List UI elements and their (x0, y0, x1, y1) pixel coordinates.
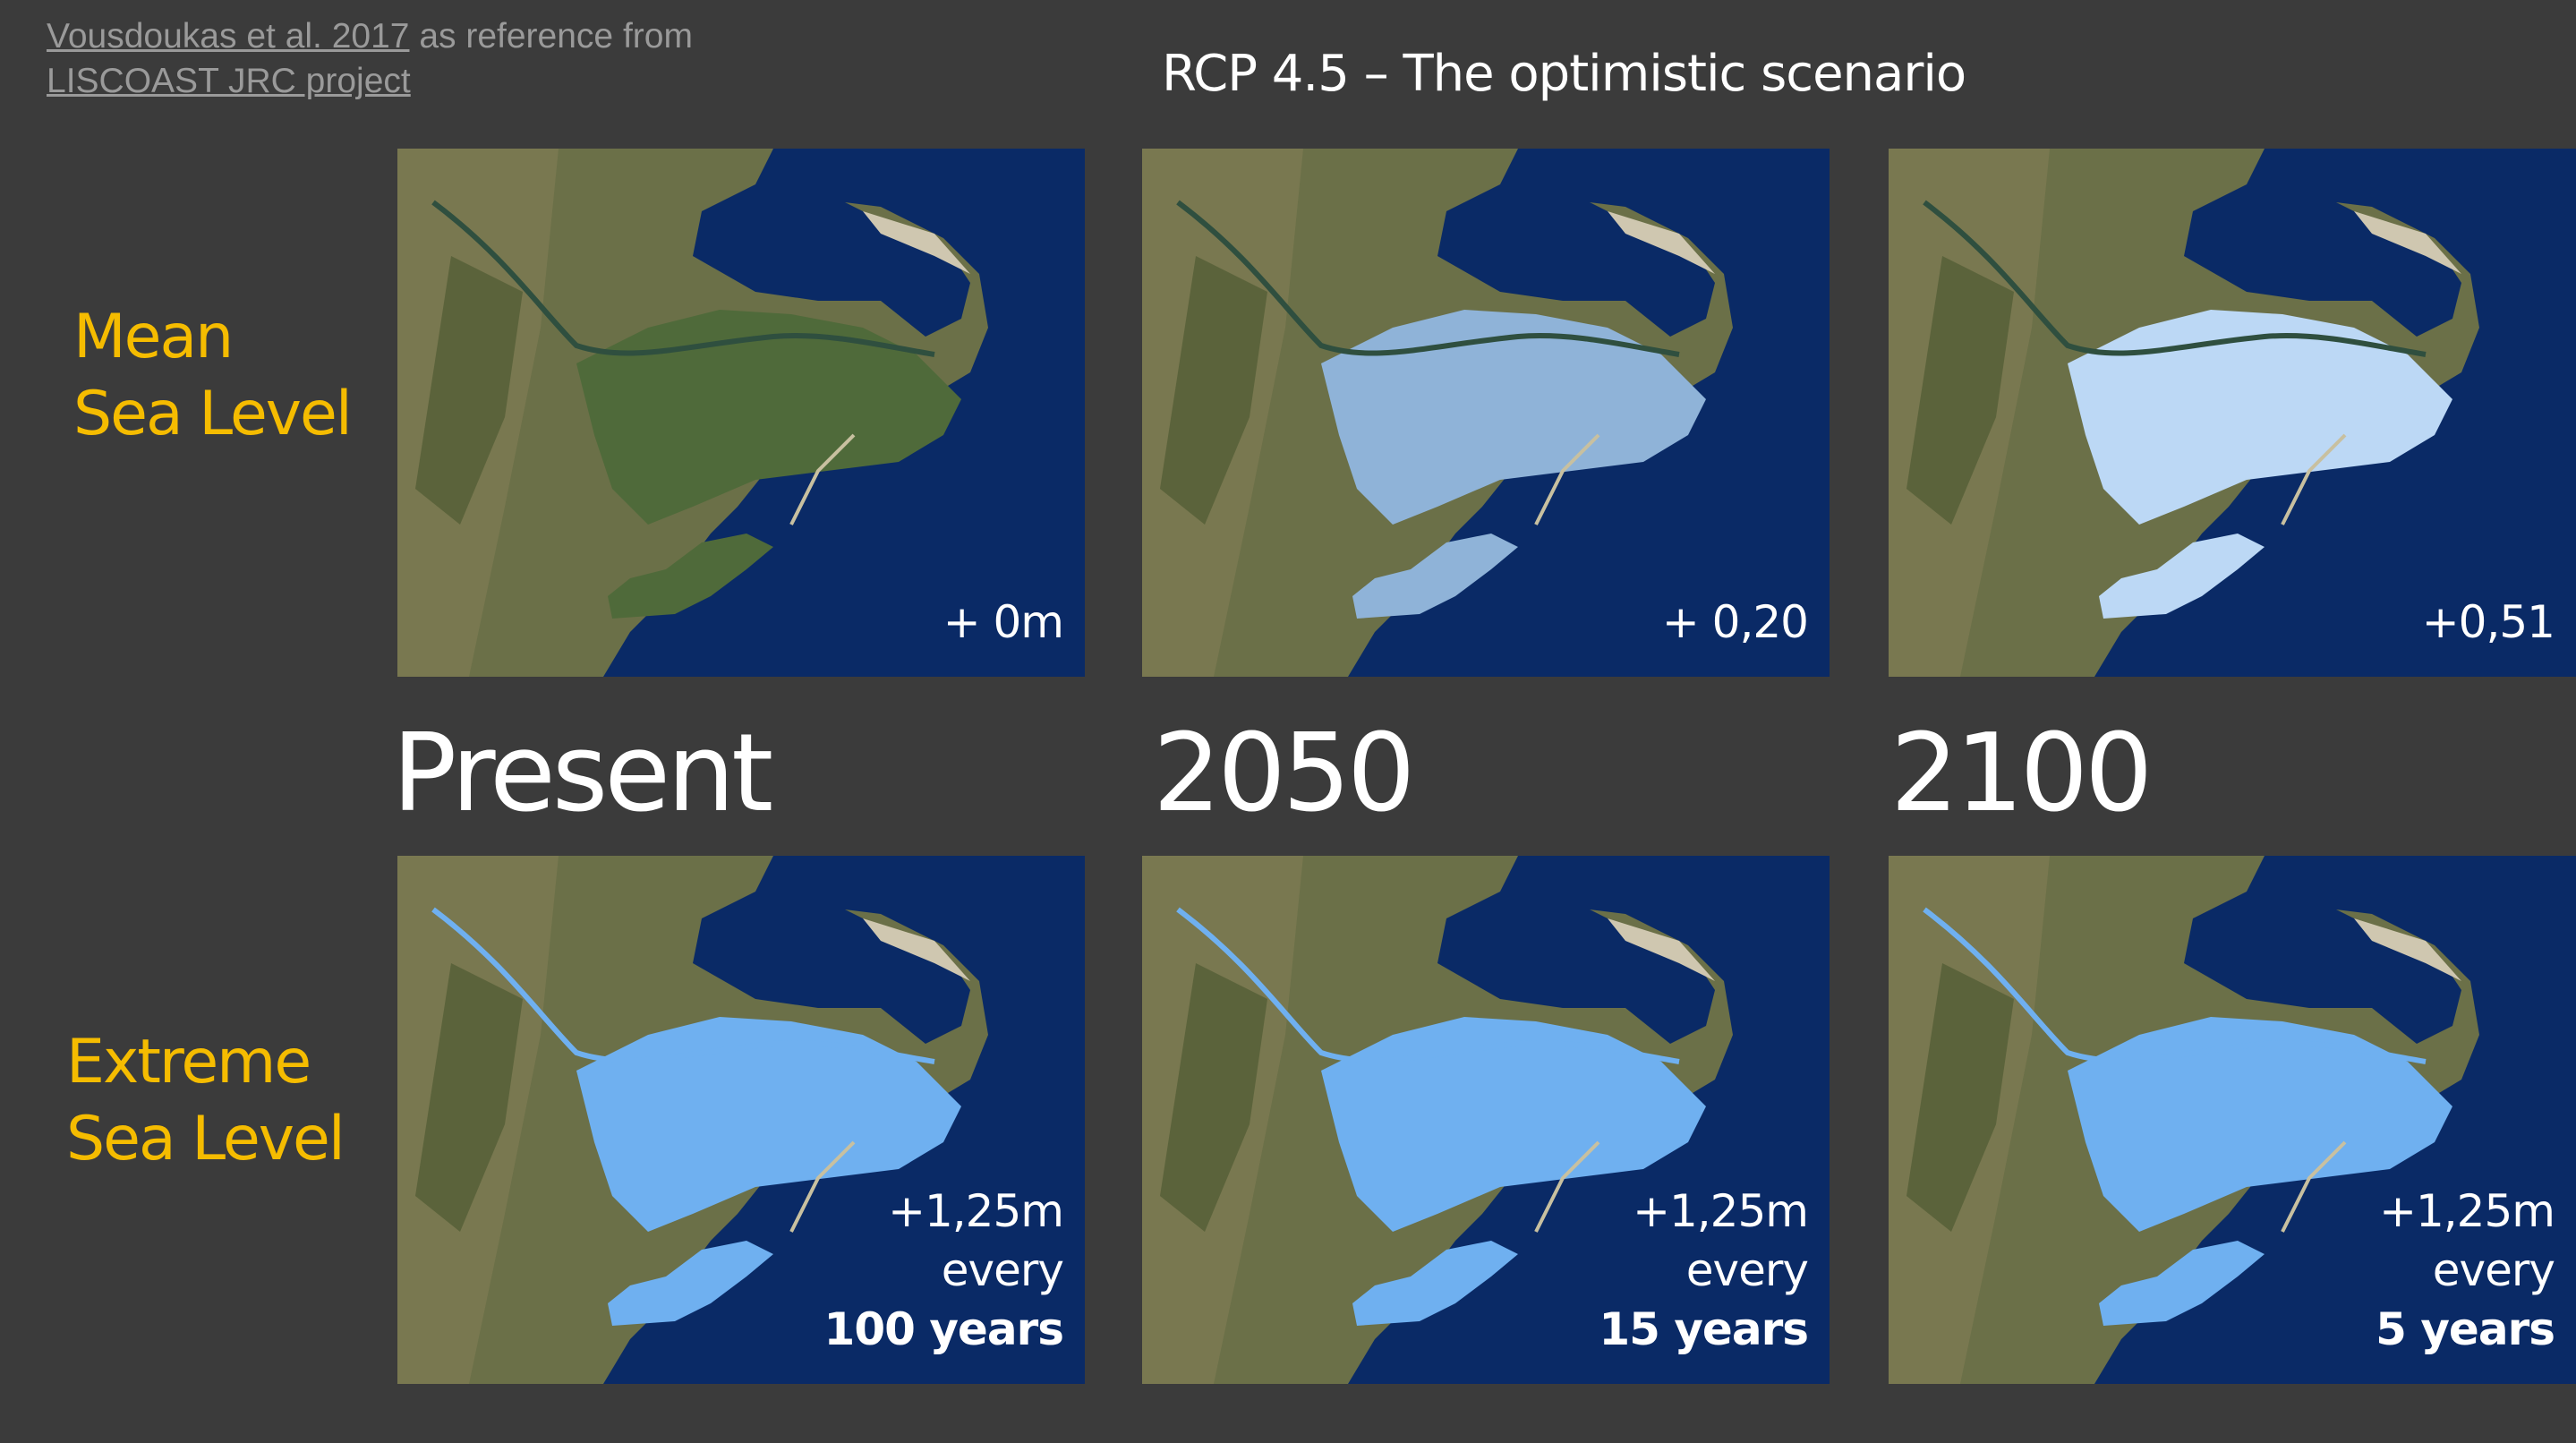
forest-area (415, 256, 523, 525)
page-title: RCP 4.5 – The optimistic scenario (1162, 45, 1966, 103)
column-label-2050: 2050 (1153, 712, 1415, 836)
extreme-level-label: +1,25m every 15 years (1599, 1182, 1809, 1359)
sea-level-value: + 0,20 (1661, 596, 1809, 648)
delta-area (2068, 1017, 2452, 1232)
extreme-frequency-word: every (941, 1244, 1064, 1296)
forest-area (1906, 256, 2014, 525)
southern-spit (2099, 534, 2265, 619)
map-extreme-present: +1,25m every 100 years (397, 856, 1085, 1384)
sea-level-label: + 0,20 (1661, 593, 1809, 652)
row-label-mean-line1: Mean (73, 302, 234, 372)
sea-level-label: + 0m (943, 593, 1064, 652)
extreme-frequency-word: every (2432, 1244, 2555, 1296)
forest-area (1160, 963, 1267, 1232)
row-label-mean-line2: Sea Level (73, 379, 353, 449)
southern-spit (608, 1241, 773, 1326)
reference-middle-text: as reference from (409, 17, 693, 56)
sand-bar (2281, 1140, 2347, 1233)
map-mean-2050: + 0,20 (1142, 149, 1830, 677)
sea-level-value: + 0m (943, 596, 1064, 648)
map-image (397, 856, 1085, 1384)
reference-note: Vousdoukas et al. 2017 as reference from… (47, 14, 693, 104)
row-label-extreme-line1: Extreme (66, 1027, 311, 1097)
return-period: 15 years (1599, 1303, 1809, 1355)
sand-bar (1534, 433, 1600, 525)
northern-spit (863, 918, 970, 981)
extreme-level-value: +1,25m (1633, 1185, 1809, 1237)
forest-area (1906, 963, 2014, 1232)
map-image (1889, 149, 2576, 677)
river-ebro (1176, 200, 1680, 357)
delta-area (576, 310, 961, 525)
vousdoukas-link[interactable]: Vousdoukas et al. 2017 (47, 17, 410, 56)
southern-spit (1352, 1241, 1518, 1326)
sand-bar (789, 433, 856, 525)
river-ebro (1176, 907, 1680, 1064)
river-ebro (431, 200, 935, 357)
southern-spit (1352, 534, 1518, 619)
column-label-present: Present (392, 712, 773, 836)
return-period: 5 years (2376, 1303, 2555, 1355)
forest-area (415, 963, 523, 1232)
river-ebro (1923, 200, 2427, 357)
map-image (397, 149, 1085, 677)
extreme-level-label: +1,25m every 5 years (2376, 1182, 2555, 1359)
extreme-frequency-word: every (1685, 1244, 1809, 1296)
map-extreme-2050: +1,25m every 15 years (1142, 856, 1830, 1384)
river-ebro (1923, 907, 2427, 1064)
sea-level-value: +0,51 (2421, 596, 2555, 648)
delta-area (576, 1017, 961, 1232)
map-image (1142, 149, 1830, 677)
extreme-level-value: +1,25m (2379, 1185, 2555, 1237)
row-label-extreme-line2: Sea Level (66, 1104, 345, 1174)
sand-bar (1534, 1140, 1600, 1233)
northern-spit (2354, 918, 2461, 981)
delta-area (1321, 310, 1706, 525)
return-period: 100 years (823, 1303, 1064, 1355)
map-image (1142, 856, 1830, 1384)
southern-spit (608, 534, 773, 619)
row-label-mean: Mean Sea Level (73, 299, 353, 453)
river-ebro (431, 907, 935, 1064)
northern-spit (1608, 211, 1715, 274)
map-mean-2100: +0,51 (1889, 149, 2576, 677)
forest-area (1160, 256, 1267, 525)
map-image (1889, 856, 2576, 1384)
northern-spit (863, 211, 970, 274)
delta-area (1321, 1017, 1706, 1232)
sea-level-label: +0,51 (2422, 593, 2555, 652)
southern-spit (2099, 1241, 2265, 1326)
sand-bar (2281, 433, 2347, 525)
sand-bar (789, 1140, 856, 1233)
column-label-2100: 2100 (1890, 712, 2153, 836)
northern-spit (1608, 918, 1715, 981)
northern-spit (2354, 211, 2461, 274)
delta-area (2068, 310, 2452, 525)
extreme-level-value: +1,25m (888, 1185, 1064, 1237)
row-label-extreme: Extreme Sea Level (66, 1024, 345, 1178)
liscoast-link[interactable]: LISCOAST JRC project (47, 62, 411, 100)
extreme-level-label: +1,25m every 100 years (823, 1182, 1064, 1359)
map-extreme-2100: +1,25m every 5 years (1889, 856, 2576, 1384)
map-mean-present: + 0m (397, 149, 1085, 677)
